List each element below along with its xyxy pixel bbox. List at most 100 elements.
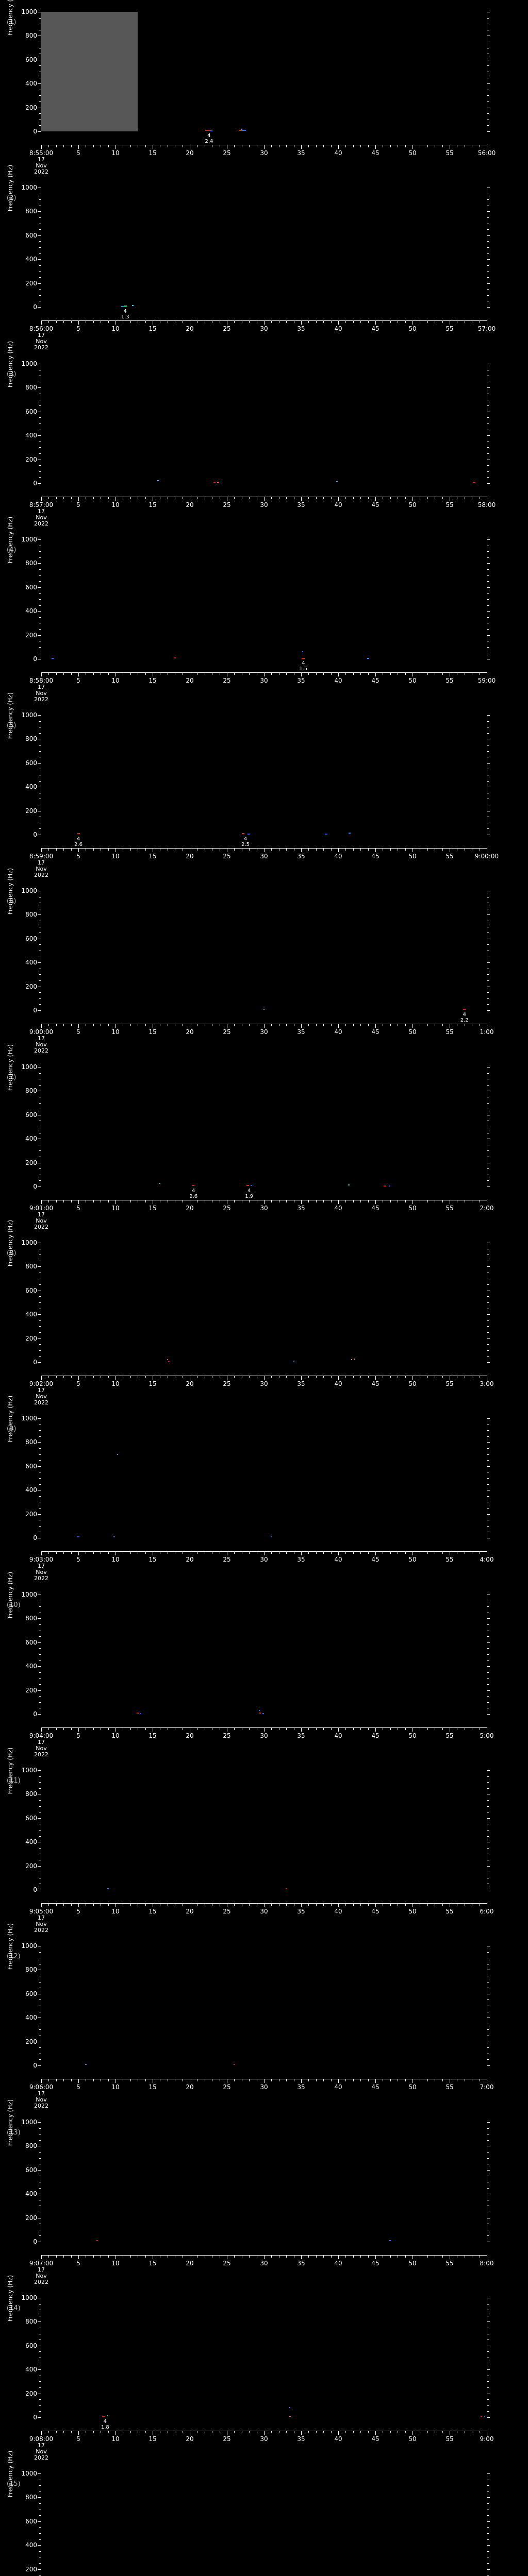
x-minor-tick (368, 1024, 369, 1026)
x-minor-tick (353, 673, 354, 675)
x-minor-tick (331, 2079, 332, 2081)
y-minor-tick (39, 2128, 41, 2129)
x-tick-label: 30 (260, 1380, 268, 1387)
x-minor-tick (360, 497, 361, 499)
y-minor-tick (39, 1302, 41, 1303)
colorbar-tick (487, 1672, 489, 1673)
x-tick-label: 15 (148, 853, 157, 860)
colorbar-tick (487, 465, 489, 466)
x-tick-label: 10 (111, 677, 120, 684)
y-tick-label: 0 (33, 128, 37, 135)
event-tag-value: 2.6 (74, 842, 82, 848)
y-major-tick (38, 283, 41, 284)
x-minor-tick (93, 1376, 94, 1378)
x-tick-label: 15 (148, 2083, 157, 2091)
plot-area (41, 1067, 487, 1187)
y-major-tick (38, 435, 41, 436)
x-tick-label: 55 (446, 1556, 454, 1563)
x-minor-tick (323, 321, 324, 323)
x-minor-tick (48, 1552, 50, 1554)
x-minor-tick (308, 1728, 309, 1730)
x-minor-tick (130, 1376, 131, 1378)
x-tick-label: 5 (76, 1028, 80, 1036)
colorbar-tick (487, 629, 489, 630)
x-major-tick (78, 1728, 79, 1732)
y-major-tick (38, 539, 41, 540)
x-major-tick (338, 1728, 339, 1732)
x-minor-tick (427, 1200, 428, 1202)
event-mark (96, 2240, 98, 2242)
panel-index-label: (7) (7, 1074, 16, 1081)
x-minor-tick (271, 1552, 272, 1554)
colorbar-tick (487, 992, 489, 993)
y-major-tick (38, 1642, 41, 1643)
y-tick-label: 400 (25, 1838, 37, 1846)
x-axis-date-line: Nov (36, 1569, 47, 1575)
x-minor-tick (345, 1728, 346, 1730)
spectrogram-panel-9: (9) Frequency (Hz) 0 200 400 600 800 1000 5 10 15 2… (0, 1396, 528, 1582)
x-tick-label: 30 (260, 1028, 268, 1036)
y-tick-label: 800 (25, 1438, 37, 1446)
y-major-tick (38, 1666, 41, 1667)
x-start-time-label: 8:59:00 (29, 853, 54, 860)
x-minor-tick (234, 1552, 235, 1554)
x-axis-date-line: 17 (38, 2090, 45, 2097)
x-axis-date-line: 17 (38, 859, 45, 866)
colorbar-tick (487, 387, 490, 388)
x-minor-tick (63, 1200, 64, 1202)
colorbar-tick (487, 1320, 489, 1321)
colorbar-tick (487, 101, 489, 102)
event-mark (473, 482, 476, 483)
x-minor-tick (308, 2431, 309, 2433)
x-minor-tick (390, 673, 391, 675)
x-tick-label: 5 (76, 1380, 80, 1387)
x-major-tick (375, 1728, 376, 1732)
x-tick-label: 25 (223, 853, 231, 860)
x-minor-tick (345, 1552, 346, 1554)
x-minor-tick (145, 497, 146, 499)
y-tick-label: 800 (25, 1966, 37, 1974)
y-tick-label: 600 (25, 2342, 37, 2349)
x-major-tick (78, 145, 79, 149)
x-tick-label: 20 (186, 853, 194, 860)
x-minor-tick (308, 1904, 309, 1906)
x-minor-tick (48, 1904, 50, 1906)
x-minor-tick (286, 1904, 287, 1906)
panel-index-label: (11) (7, 1777, 21, 1785)
y-major-tick (38, 235, 41, 236)
x-minor-tick (145, 1904, 146, 1906)
y-major-tick (38, 259, 41, 260)
colorbar-tick (487, 1356, 489, 1357)
x-major-tick (412, 2079, 413, 2083)
x-minor-tick (308, 2079, 309, 2081)
x-minor-tick (442, 849, 443, 851)
colorbar-tick (487, 1800, 489, 1801)
y-minor-tick (39, 2047, 41, 2048)
colorbar-tick (487, 199, 489, 200)
colorbar-tick (487, 1266, 490, 1267)
colorbar-tick (487, 1466, 490, 1467)
y-tick-label: 1000 (21, 2470, 37, 2477)
plot-area (41, 364, 487, 483)
y-tick-label: 200 (25, 1159, 37, 1166)
x-minor-tick (271, 321, 272, 323)
event-tag-count: 4 (463, 1012, 466, 1018)
x-axis-date-line: 17 (38, 1211, 45, 1218)
y-minor-tick (39, 1168, 41, 1170)
x-minor-tick (316, 145, 317, 147)
x-tick-label: 15 (148, 1380, 157, 1387)
x-minor-tick (331, 1904, 332, 1906)
x-end-time-label: 5:00 (480, 1732, 494, 1739)
x-major-tick (412, 2256, 413, 2259)
x-minor-tick (368, 497, 369, 499)
x-minor-tick (353, 1376, 354, 1378)
x-major-tick (412, 673, 413, 676)
y-major-tick (38, 1618, 41, 1619)
colorbar-tick (487, 2059, 489, 2060)
x-minor-tick (427, 1904, 428, 1906)
event-tag-count: 4 (103, 2419, 107, 2425)
x-minor-tick (145, 1376, 146, 1378)
colorbar-tick (487, 453, 489, 454)
y-minor-tick (39, 647, 41, 648)
x-minor-tick (108, 1200, 109, 1202)
